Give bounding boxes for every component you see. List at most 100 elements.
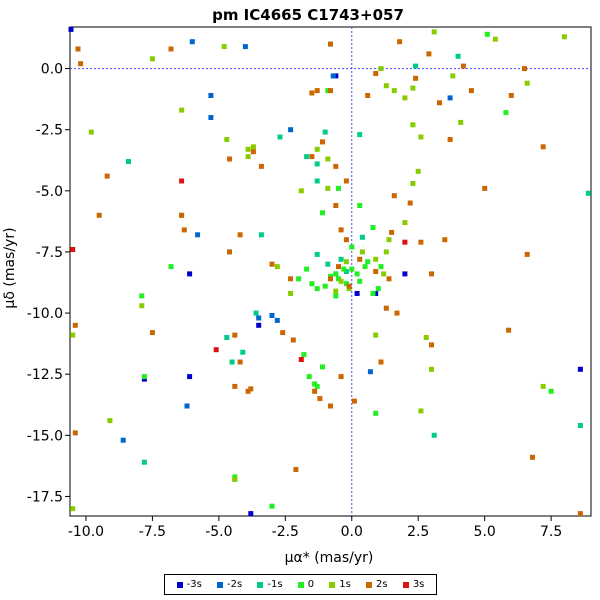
legend-label: 2s bbox=[376, 579, 388, 590]
data-point-2s bbox=[328, 41, 333, 47]
data-point-1s bbox=[383, 83, 389, 89]
data-point-2s bbox=[280, 330, 286, 336]
y-tick-label: -10.0 bbox=[27, 306, 63, 322]
data-point-2s bbox=[343, 178, 349, 184]
data-point-1s bbox=[429, 366, 434, 372]
data-point-0 bbox=[139, 293, 145, 299]
data-point-2s bbox=[482, 185, 488, 191]
data-point-3s bbox=[213, 347, 219, 353]
data-point-1s bbox=[274, 264, 280, 270]
data-point-1s bbox=[458, 119, 464, 125]
data-point-2s bbox=[343, 237, 349, 243]
data-point-2s bbox=[149, 330, 155, 336]
data-point-2s bbox=[346, 283, 352, 289]
data-point--2s bbox=[367, 369, 373, 375]
y-tick-label: -2.5 bbox=[36, 123, 63, 139]
data-point-2s bbox=[540, 144, 546, 150]
data-point-1s bbox=[88, 129, 94, 135]
y-tick-label: -15.0 bbox=[27, 428, 63, 444]
data-point--1s bbox=[322, 129, 328, 135]
data-point-2s bbox=[365, 93, 371, 98]
x-tick-label: 5.0 bbox=[474, 524, 496, 540]
x-tick-label: -10.0 bbox=[68, 524, 104, 540]
data-point-0 bbox=[314, 286, 320, 292]
data-point--1s bbox=[431, 432, 437, 438]
y-tick-label: 0.0 bbox=[41, 62, 63, 78]
data-point-1s bbox=[359, 249, 365, 255]
data-point--2s bbox=[184, 403, 190, 409]
legend-item: 3s bbox=[402, 579, 425, 590]
data-point-1s bbox=[288, 291, 294, 296]
data-point--1s bbox=[343, 269, 349, 274]
data-point-2s bbox=[508, 93, 514, 98]
data-point-0 bbox=[301, 352, 307, 358]
data-point-2s bbox=[328, 403, 333, 409]
data-point-0 bbox=[484, 31, 490, 37]
data-point-1s bbox=[224, 137, 230, 142]
data-point--1s bbox=[253, 310, 259, 316]
data-point-2s bbox=[333, 163, 339, 169]
x-tick-label: -5.0 bbox=[205, 524, 232, 540]
data-point-1s bbox=[410, 85, 416, 91]
legend-item: 1s bbox=[329, 579, 351, 590]
data-point-0 bbox=[325, 88, 331, 94]
chart-title: pm IC4665 C1743+057 bbox=[212, 6, 404, 24]
data-point--1s bbox=[314, 161, 320, 167]
data-point--1s bbox=[229, 359, 235, 365]
data-point-2s bbox=[383, 305, 389, 311]
data-point-1s bbox=[338, 278, 344, 284]
legend-item: -1s bbox=[257, 579, 283, 590]
data-point--3s bbox=[354, 291, 360, 296]
legend-swatch bbox=[257, 581, 264, 588]
data-point--2s bbox=[242, 44, 248, 50]
data-point-0 bbox=[373, 410, 379, 416]
data-point--1s bbox=[314, 251, 320, 257]
data-point-0 bbox=[341, 266, 347, 272]
data-point-0 bbox=[365, 259, 371, 265]
data-point-2s bbox=[227, 249, 232, 255]
data-point-2s bbox=[181, 227, 187, 233]
data-point-0 bbox=[548, 388, 554, 394]
data-point-1s bbox=[418, 408, 424, 414]
legend-label: -2s bbox=[226, 579, 243, 590]
data-point-0 bbox=[370, 291, 376, 296]
data-point-2s bbox=[293, 467, 299, 472]
data-point--3s bbox=[577, 366, 583, 372]
data-point-0 bbox=[375, 286, 381, 292]
data-point-2s bbox=[413, 75, 419, 81]
data-point-0 bbox=[320, 210, 325, 216]
data-point-2s bbox=[320, 139, 325, 145]
data-point--1s bbox=[277, 134, 283, 140]
legend-label: 3s bbox=[412, 579, 425, 590]
data-point-1s bbox=[70, 332, 76, 338]
legend-swatch bbox=[297, 581, 304, 588]
x-axis-label: μα* (mas/yr) bbox=[285, 550, 374, 566]
data-point--2s bbox=[208, 93, 214, 98]
data-point-1s bbox=[343, 259, 349, 265]
data-point-2s bbox=[506, 327, 512, 333]
data-point-2s bbox=[96, 212, 102, 218]
plot-frame bbox=[69, 26, 592, 517]
data-point-1s bbox=[373, 332, 379, 338]
data-point-3s bbox=[402, 239, 408, 245]
data-point-2s bbox=[168, 46, 174, 52]
data-point--1s bbox=[314, 178, 320, 184]
data-point-0 bbox=[141, 374, 147, 380]
data-point-2s bbox=[328, 276, 333, 282]
legend-label: -3s bbox=[186, 579, 202, 590]
data-point-2s bbox=[447, 137, 453, 142]
data-point-2s bbox=[179, 212, 185, 218]
data-point-2s bbox=[351, 398, 357, 404]
data-point-2s bbox=[269, 261, 275, 267]
data-point-3s bbox=[179, 178, 185, 184]
data-point-1s bbox=[221, 44, 227, 50]
y-tick-label: -12.5 bbox=[27, 367, 63, 383]
data-point-1s bbox=[373, 256, 379, 262]
data-point-1s bbox=[149, 56, 155, 62]
data-point-1s bbox=[314, 146, 320, 152]
data-point-2s bbox=[75, 46, 81, 52]
x-tick-label: -2.5 bbox=[272, 524, 299, 540]
data-point-2s bbox=[468, 88, 474, 94]
data-point-1s bbox=[391, 88, 397, 94]
data-point-0 bbox=[370, 225, 376, 230]
